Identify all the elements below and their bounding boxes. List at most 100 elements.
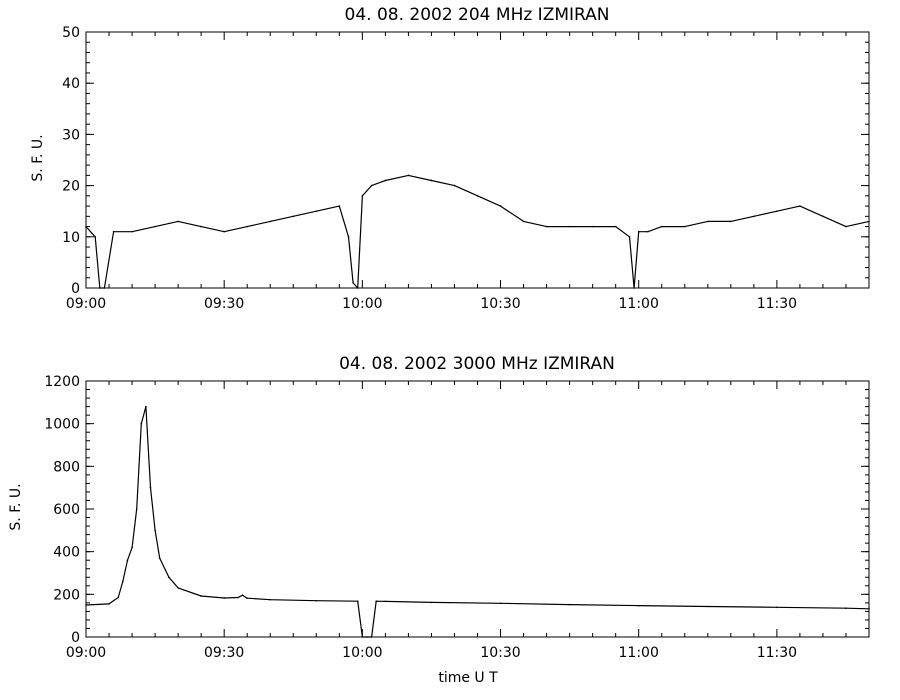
chart-204mhz-data-point: [545, 225, 548, 228]
chart-204mhz: 04. 08. 2002 204 MHz IZMIRAN S. F. U. 09…: [30, 5, 870, 312]
chart-204mhz-y-tick-label: 50: [62, 25, 80, 41]
chart-204mhz-y-tick-label: 0: [71, 281, 80, 297]
chart-204mhz-series: [85, 174, 870, 289]
chart-204mhz-series-line: [85, 174, 870, 289]
chart-204mhz-data-point: [223, 230, 225, 233]
chart-204mhz-x-tick-label: 11:30: [757, 296, 797, 312]
chart-3000mhz-data-point: [499, 602, 502, 605]
chart-3000mhz-data-point: [868, 608, 870, 610]
chart-204mhz-data-point: [568, 225, 571, 228]
chart-3000mhz-data-point: [430, 601, 433, 604]
chart-204mhz-data-point: [753, 215, 755, 218]
chart-3000mhz-data-point: [140, 422, 143, 425]
chart-204mhz-x-tick-label: 09:00: [66, 296, 106, 312]
chart-3000mhz-data-point: [845, 607, 847, 609]
chart-3000mhz-y-tick-label: 1200: [44, 374, 80, 390]
chart-204mhz-data-point: [338, 205, 341, 207]
chart-204mhz-data-point: [706, 220, 709, 223]
chart-3000mhz-data-point: [149, 486, 152, 489]
chart-3000mhz-y-tick-label: 600: [53, 502, 80, 518]
chart-3000mhz-data-point: [361, 636, 364, 638]
chart-3000mhz-data-point: [158, 557, 161, 559]
chart-204mhz-data-point: [683, 225, 686, 228]
chart-204mhz-data-point: [154, 225, 156, 228]
chart-3000mhz-y-ticks: 0 200 400 600 800 1000 1200: [44, 374, 869, 646]
chart-204mhz-data-point: [453, 184, 456, 187]
chart-204mhz-x-tick-label: 11:00: [619, 296, 659, 312]
chart-204mhz-data-point: [246, 225, 249, 228]
chart-3000mhz-data-point: [177, 587, 179, 589]
chart-3000mhz-x-tick-label: 09:30: [204, 645, 244, 661]
chart-204mhz-x-tick-label: 10:00: [342, 296, 382, 312]
chart-204mhz-data-point: [347, 236, 350, 238]
chart-204mhz-data-point: [352, 282, 354, 284]
chart-204mhz-y-tick-label: 40: [62, 76, 80, 92]
chart-204mhz-data-point: [637, 230, 640, 233]
chart-3000mhz-x-tick-label: 09:00: [66, 645, 106, 661]
chart-204mhz-data-point: [730, 220, 732, 223]
chart-3000mhz-x-tick-label: 11:00: [619, 645, 659, 661]
chart-3000mhz-x-tick-label: 11:30: [757, 645, 797, 661]
chart-3000mhz-x-ticks: 09:00 09:30 10:00 10:30 11:00 11:30: [66, 381, 870, 661]
chart-3000mhz-data-point: [315, 599, 318, 602]
chart-3000mhz-data-point: [135, 508, 138, 510]
chart-3000mhz-xlabel: time U T: [438, 670, 498, 686]
chart-3000mhz-data-point: [154, 529, 156, 532]
chart-3000mhz-data-point: [122, 580, 124, 583]
chart-3000mhz-ylabel: S. F. U.: [8, 483, 24, 530]
chart-204mhz-data-point: [660, 225, 663, 228]
chart-3000mhz-y-tick-label: 0: [71, 630, 80, 646]
chart-204mhz-frame: [85, 31, 870, 289]
chart-3000mhz-y-tick-label: 800: [53, 459, 80, 475]
chart-204mhz-data-point: [94, 236, 97, 238]
chart-204mhz-data-point: [292, 215, 295, 218]
chart-3000mhz-data-point: [168, 576, 170, 579]
chart-204mhz-data-point: [356, 287, 359, 289]
chart-204mhz-data-point: [647, 230, 649, 233]
chart-204mhz-data-point: [384, 179, 387, 182]
chart-3000mhz-data-point: [108, 603, 110, 605]
chart-204mhz-ylabel: S. F. U.: [30, 134, 46, 181]
chart-204mhz-data-point: [522, 220, 525, 223]
chart-3000mhz-data-point: [223, 597, 225, 599]
chart-204mhz-data-point: [269, 220, 272, 223]
chart-204mhz-data-point: [131, 230, 133, 233]
chart-3000mhz-data-point: [246, 597, 249, 599]
chart-204mhz-data-point: [591, 225, 594, 228]
chart-204mhz-x-tick-label: 10:30: [480, 296, 520, 312]
chart-3000mhz-data-point: [126, 559, 129, 561]
chart-3000mhz-data-point: [384, 600, 387, 603]
chart-204mhz-data-point: [476, 195, 479, 197]
chart-204mhz-data-point: [776, 210, 778, 212]
chart-3000mhz-data-point: [568, 603, 571, 606]
chart-3000mhz-data-point: [145, 405, 147, 408]
chart-204mhz-data-point: [103, 287, 106, 289]
chart-3000mhz-data-point: [85, 604, 87, 606]
chart-204mhz-title: 04. 08. 2002 204 MHz IZMIRAN: [345, 5, 610, 25]
chart-204mhz-x-ticks: 09:00 09:30 10:00 10:30 11:00 11:30: [66, 32, 870, 312]
chart-3000mhz-data-point: [776, 606, 778, 609]
chart-204mhz-data-point: [200, 225, 202, 228]
chart-3000mhz: 04. 08. 2002 3000 MHz IZMIRAN S. F. U. t…: [8, 354, 870, 686]
chart-204mhz-x-tick-label: 09:30: [204, 296, 244, 312]
chart-3000mhz-frame: [85, 380, 870, 638]
chart-204mhz-data-point: [99, 287, 101, 289]
chart-3000mhz-data-point: [356, 600, 359, 602]
chart-3000mhz-data-point: [241, 594, 244, 596]
chart-204mhz-data-point: [845, 225, 847, 228]
chart-3000mhz-series: [85, 405, 870, 638]
chart-204mhz-data-point: [370, 184, 373, 187]
chart-204mhz-data-point: [628, 236, 631, 238]
chart-3000mhz-data-point: [269, 598, 272, 601]
chart-204mhz-data-point: [430, 179, 433, 182]
chart-3000mhz-data-point: [200, 595, 202, 597]
chart-3000mhz-x-tick-label: 10:30: [480, 645, 520, 661]
chart-204mhz-y-tick-label: 30: [62, 127, 80, 143]
chart-3000mhz-data-point: [131, 546, 133, 549]
chart-204mhz-data-point: [822, 215, 824, 218]
chart-3000mhz-data-point: [237, 596, 239, 599]
chart-204mhz-data-point: [85, 225, 87, 228]
chart-204mhz-y-tick-label: 10: [62, 230, 80, 246]
chart-204mhz-data-point: [315, 210, 318, 212]
